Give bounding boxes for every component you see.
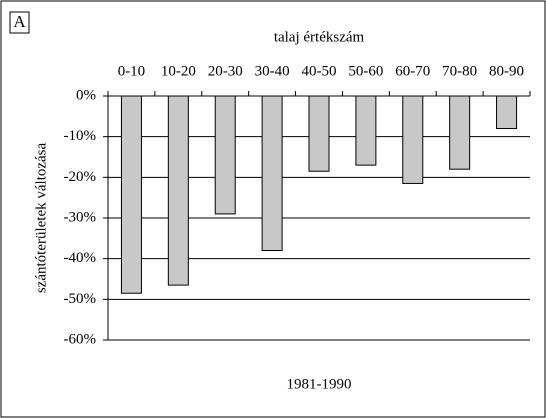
x-tick-label: 50-60	[348, 63, 383, 79]
x-axis-title: talaj értékszám	[274, 29, 365, 45]
bar	[402, 95, 424, 184]
bar	[214, 95, 236, 215]
y-tick-label: 0%	[76, 87, 96, 103]
bar	[120, 95, 142, 294]
panel-label-box	[9, 11, 30, 34]
x-tick-label: 80-90	[489, 63, 524, 79]
x-tick-label: 20-30	[208, 63, 243, 79]
x-tick-label: 70-80	[442, 63, 477, 79]
x-tick-label: 10-20	[161, 63, 196, 79]
x-tick-label: 30-40	[255, 63, 290, 79]
x-tick-label: 0-10	[118, 63, 146, 79]
bar	[496, 95, 518, 130]
y-tick-label: -50%	[64, 291, 97, 307]
bar	[449, 95, 471, 170]
bar	[261, 95, 283, 252]
y-tick-label: -40%	[64, 250, 97, 266]
y-tick-label: -30%	[64, 209, 97, 225]
y-tick-label: -60%	[64, 331, 97, 347]
y-tick-label: -10%	[64, 128, 97, 144]
bar	[167, 95, 189, 286]
period-label: 1981-1990	[287, 376, 352, 392]
bar	[355, 95, 377, 166]
x-tick-label: 40-50	[302, 63, 337, 79]
bar	[308, 95, 330, 172]
y-tick-label: -20%	[64, 169, 97, 185]
y-axis-title: szántóterületek változása	[33, 142, 49, 293]
panel-label: A	[13, 12, 26, 31]
x-tick-label: 60-70	[395, 63, 430, 79]
